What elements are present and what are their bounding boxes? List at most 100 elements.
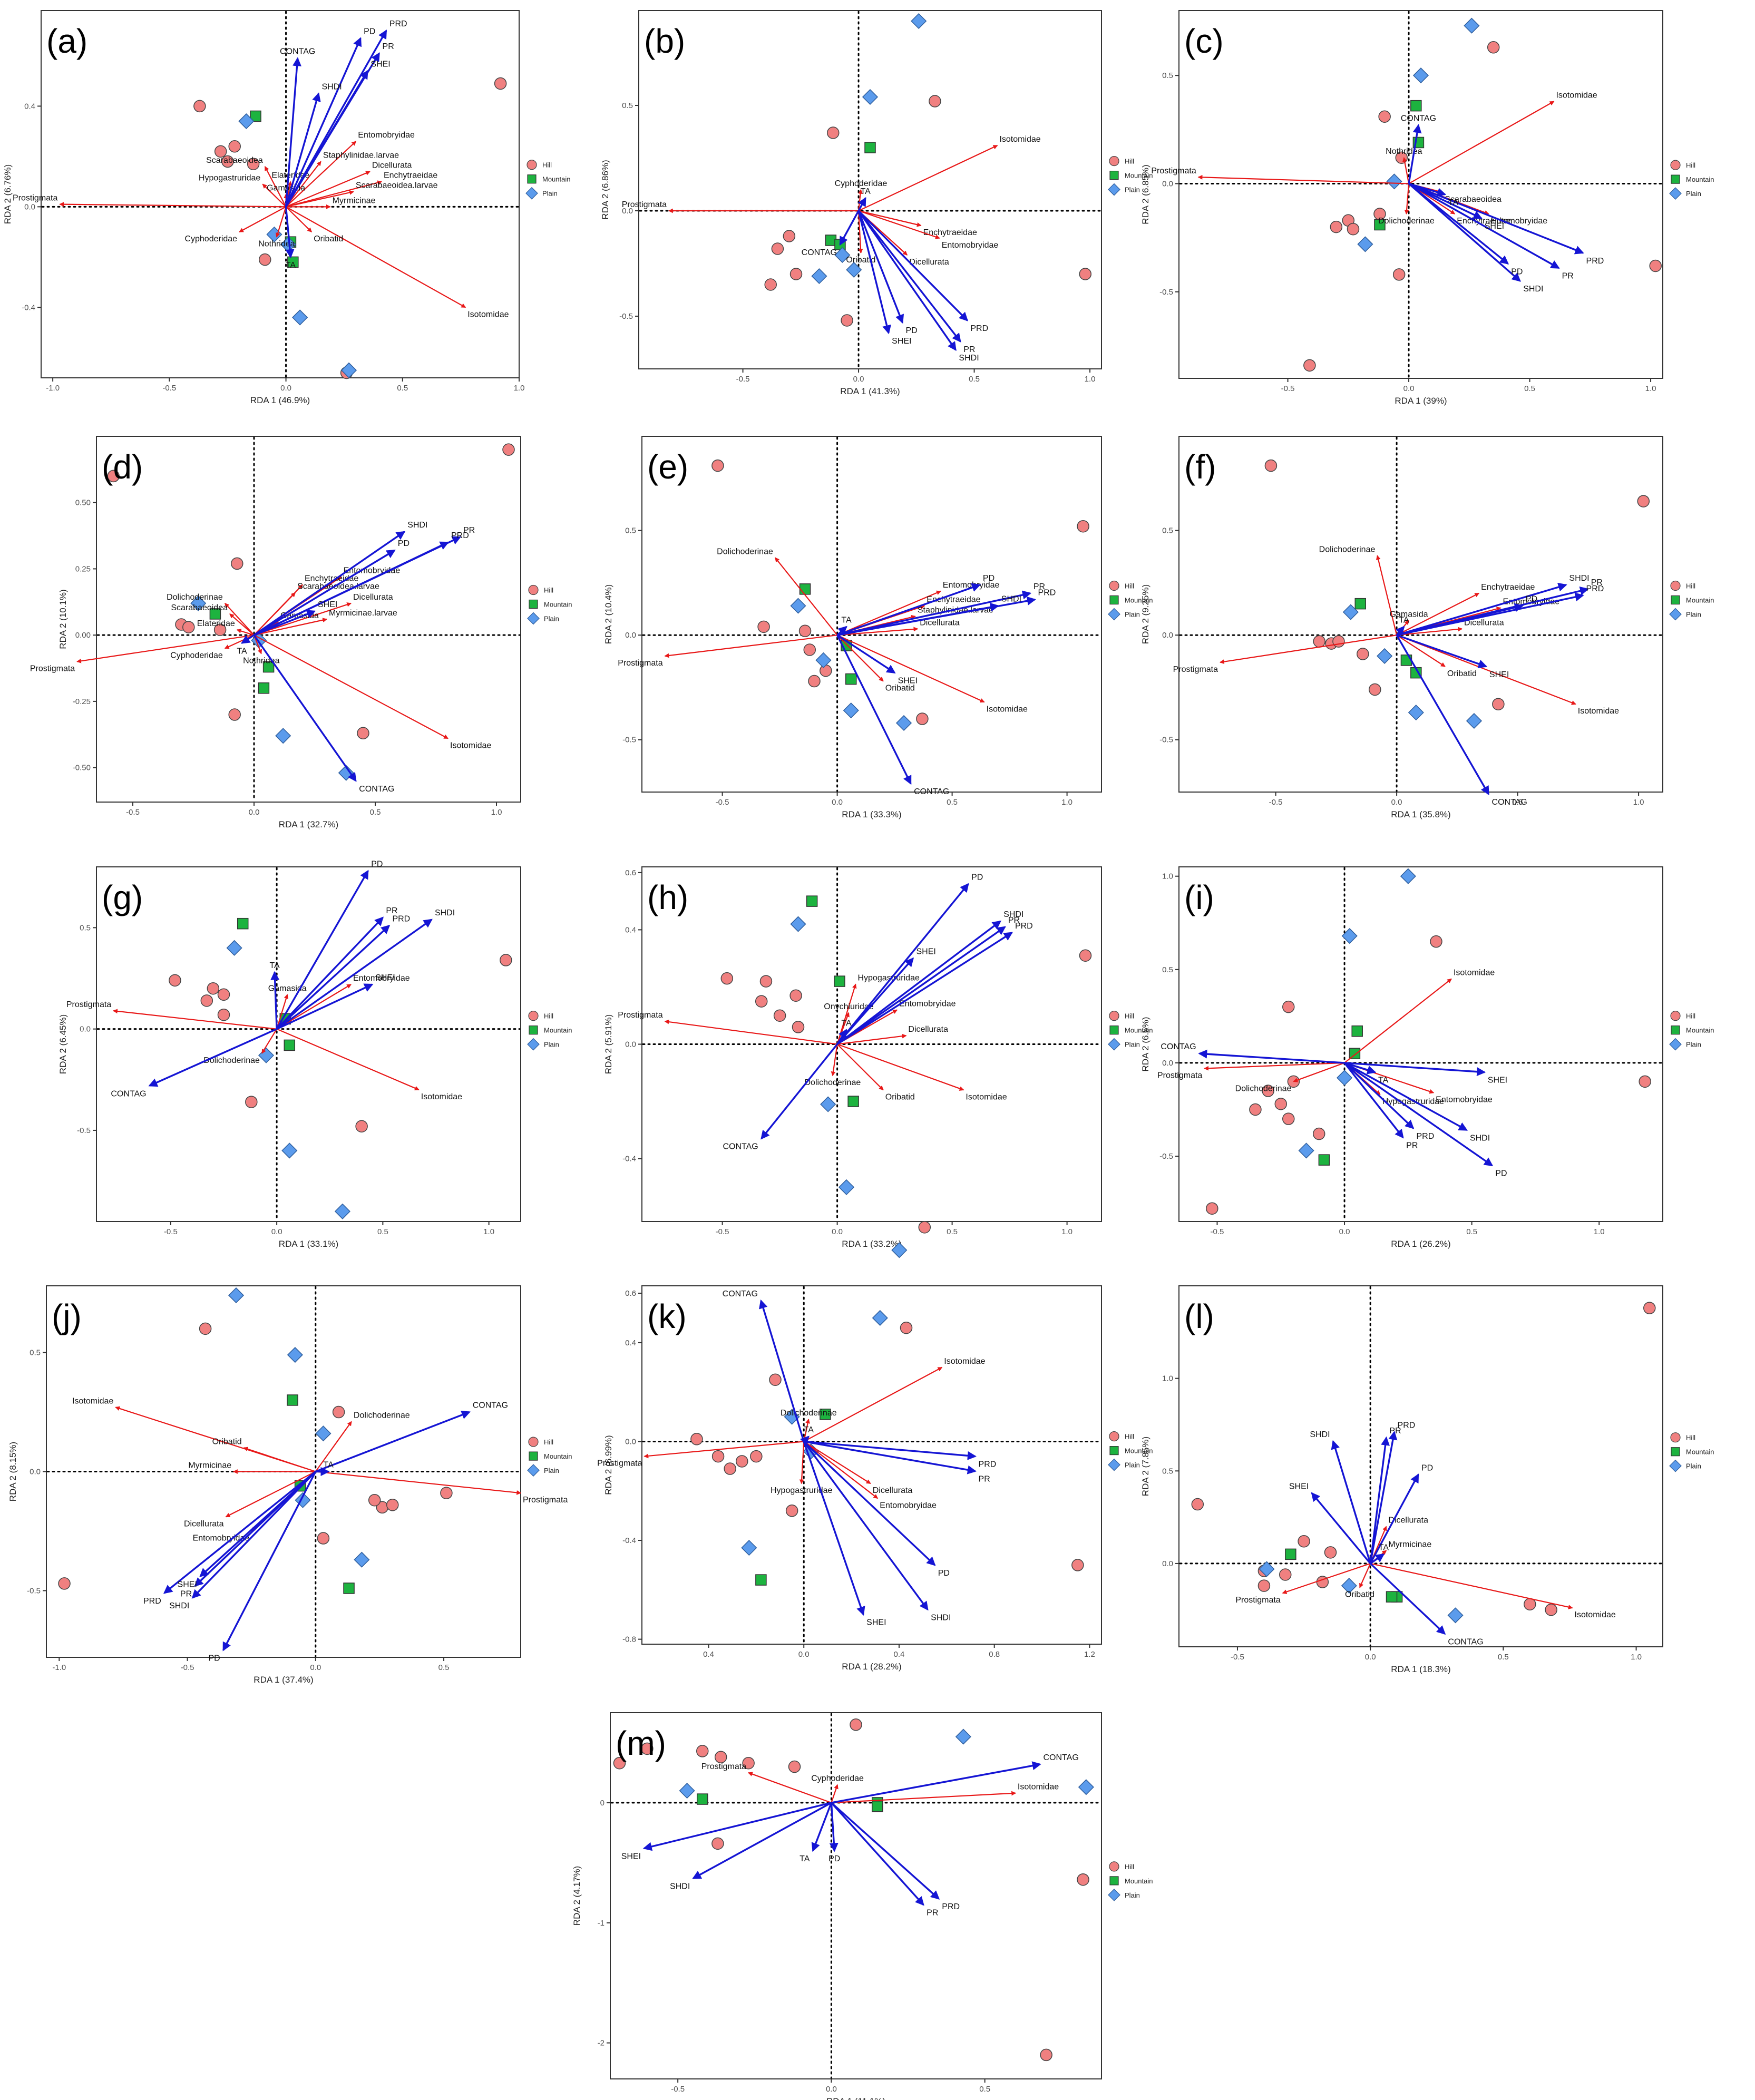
taxon-arrow [831, 1784, 838, 1803]
taxon-label: Gamasida [1390, 610, 1428, 619]
site-point-plain [1447, 1607, 1464, 1624]
env-variable-label: PR [180, 1589, 192, 1598]
env-variable-label: PR [963, 345, 975, 354]
x-tick-label: 1.0 [1085, 375, 1096, 384]
site-point-hill [792, 1021, 805, 1033]
env-arrow [1369, 1473, 1419, 1564]
taxon-label: Isotomidae [450, 741, 491, 750]
taxon-label: Hypogastruridae [771, 1486, 833, 1495]
env-variable-label: PD [905, 326, 917, 335]
y-axis-label: RDA 2 (6.85%) [1140, 164, 1150, 224]
site-point-hill [1282, 1000, 1295, 1013]
legend-marker-mountain [527, 174, 537, 184]
env-variable-label: PD [938, 1569, 950, 1578]
y-tick-label: -0.5 [27, 1586, 41, 1595]
taxon-arrow [243, 1447, 316, 1472]
site-point-hill [1643, 1302, 1656, 1314]
legend-marker-hill [1109, 1011, 1119, 1021]
taxon-arrow [285, 206, 313, 232]
env-variable-label: SHDI [1310, 1430, 1330, 1439]
y-tick-label: -0.4 [622, 1155, 636, 1164]
site-point-plain [354, 1551, 370, 1568]
plot-frame [41, 10, 520, 378]
env-variable-label: SHDI [931, 1613, 951, 1622]
legend-label-mountain: Mountain [1125, 1027, 1153, 1034]
env-variable-label: CONTAG [1401, 114, 1436, 123]
site-point-hill [1639, 1075, 1651, 1088]
taxon-label: Dolichoderinae [203, 1056, 260, 1065]
site-point-hill [1040, 2048, 1052, 2062]
site-point-hill [803, 643, 816, 656]
x-tick-label: -1.0 [52, 1663, 66, 1672]
env-arrow [315, 1410, 471, 1473]
taxon-label: Cyphoderidae [184, 235, 237, 243]
taxon-arrow [286, 190, 354, 208]
y-axis-label: RDA 2 (8.15%) [8, 1442, 18, 1501]
legend-label-plain: Plain [544, 614, 559, 622]
env-arrow [836, 957, 914, 1045]
legend-label-hill: Hill [1125, 582, 1134, 590]
taxon-label: Myrmicinae [1388, 1540, 1431, 1549]
taxon-arrow [276, 1028, 420, 1091]
env-variable-label: PD [828, 1854, 840, 1863]
taxon-label: Dolichoderinae [805, 1078, 861, 1087]
x-tick-label: 0.5 [1512, 798, 1523, 807]
env-arrow [1369, 1436, 1390, 1564]
y-axis-label: RDA 2 (9.25%) [1140, 584, 1150, 644]
y-tick-label: 0.4 [625, 1339, 636, 1347]
y-tick-label: 0.0 [625, 1040, 636, 1049]
taxon-label: Nothridea [258, 240, 295, 249]
site-point-plain [846, 261, 862, 278]
site-point-hill [613, 1756, 626, 1770]
site-point-hill [773, 1009, 786, 1022]
y-tick-label: 0.5 [1162, 1467, 1173, 1476]
site-point-hill [357, 727, 369, 739]
env-arrow [270, 971, 280, 1029]
taxon-arrow [1197, 174, 1409, 184]
site-point-plain [862, 89, 879, 105]
env-arrow [803, 1441, 936, 1566]
taxon-arrow [1219, 634, 1397, 664]
y-tick-label: -0.8 [622, 1635, 636, 1644]
legend-label-plain: Plain [544, 1041, 559, 1049]
site-point-hill [1524, 1598, 1536, 1610]
legend-label-plain: Plain [1125, 1461, 1140, 1469]
legend-marker-plain [527, 1038, 540, 1051]
taxon-label: Oribatid [212, 1437, 242, 1446]
y-tick-label: 0.0 [30, 1468, 41, 1477]
taxon-arrow [315, 1471, 522, 1495]
env-arrow [1311, 1492, 1371, 1565]
y-tick-label: 0.0 [1162, 1059, 1173, 1068]
plot-frame [1178, 1285, 1663, 1647]
site-point-mountain [834, 975, 845, 987]
env-arrow [1343, 1062, 1415, 1129]
x-tick-label: -0.5 [716, 798, 729, 807]
y-tick-label: 0.0 [1162, 631, 1173, 640]
site-point-hill [808, 675, 821, 688]
legend-marker-plain [1108, 1458, 1120, 1471]
taxon-label: Enchytraeidae [1481, 583, 1535, 592]
env-arrow [253, 634, 357, 782]
env-arrow [285, 70, 368, 208]
env-variable-label: PR [1008, 916, 1020, 925]
env-arrow [831, 1802, 940, 1900]
taxon-label: Onychiuridae [824, 1002, 873, 1011]
x-tick-label: 0.5 [1498, 1653, 1509, 1662]
legend-marker-mountain [529, 599, 538, 609]
taxon-arrow [1293, 1062, 1345, 1082]
taxon-arrow [285, 141, 357, 208]
taxon-label: Oribatid [885, 1092, 915, 1101]
taxon-label: Prostigmata [618, 659, 662, 668]
site-point-hill [714, 1751, 727, 1764]
taxon-label: Isotomidae [999, 135, 1040, 144]
rda-panel-h: -0.5 0.0 0.5 1.0 -0.4 0.0 0.4 0.6 RDA 1 (33.2%) R… [603, 866, 1153, 1258]
env-variable-label: PR [1562, 272, 1574, 281]
taxon-label: Dolichoderinae [1319, 545, 1376, 554]
env-variable-label: PD [371, 860, 383, 869]
y-tick-label: -0.25 [73, 697, 91, 706]
legend-marker-plain [527, 612, 540, 625]
taxon-label: Oribatid [885, 684, 915, 693]
x-tick-label: 0.5 [979, 2085, 990, 2094]
site-point-hill [355, 1120, 368, 1133]
